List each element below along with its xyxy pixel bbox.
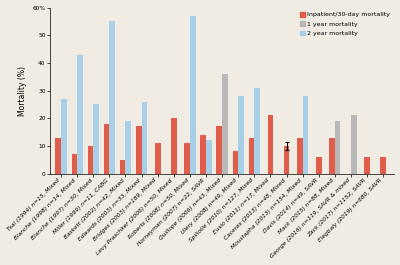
Bar (93, 104, 99, 174)
Bar (109, 21, 115, 174)
Bar (316, 157, 322, 174)
Bar (329, 138, 335, 174)
Bar (268, 116, 273, 174)
Bar (232, 151, 238, 174)
Bar (171, 118, 177, 174)
Bar (206, 140, 212, 174)
Bar (380, 157, 386, 174)
Bar (104, 124, 109, 174)
Bar (238, 96, 244, 174)
Bar (136, 126, 142, 174)
Bar (303, 96, 308, 174)
Bar (77, 55, 83, 174)
Bar (335, 121, 340, 174)
Bar (88, 146, 93, 174)
Bar (216, 126, 222, 174)
Y-axis label: Mortality (%): Mortality (%) (18, 65, 27, 116)
Bar (254, 88, 260, 174)
Bar (222, 74, 228, 174)
Bar (364, 157, 370, 174)
Bar (190, 16, 196, 174)
Bar (249, 138, 254, 174)
Bar (120, 160, 126, 174)
Legend: Inpatient/30-day mortality, 1 year mortality, 2 year mortality: Inpatient/30-day mortality, 1 year morta… (298, 11, 391, 37)
Bar (297, 138, 303, 174)
Bar (184, 143, 190, 174)
Bar (284, 146, 289, 174)
Bar (142, 101, 147, 174)
Bar (126, 121, 131, 174)
Bar (61, 99, 67, 174)
Bar (155, 143, 160, 174)
Bar (56, 138, 61, 174)
Bar (72, 154, 77, 174)
Bar (351, 116, 356, 174)
Bar (200, 135, 206, 174)
